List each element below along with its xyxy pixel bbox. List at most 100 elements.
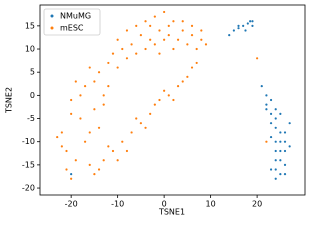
- point: [181, 20, 184, 23]
- point: [269, 98, 273, 102]
- point: [111, 52, 115, 55]
- point: [70, 112, 73, 116]
- point: [116, 66, 119, 69]
- point: [176, 84, 180, 88]
- y-tick-label: 10: [25, 45, 35, 54]
- point: [274, 126, 277, 129]
- point: [186, 43, 189, 46]
- point: [269, 122, 273, 125]
- point: [107, 145, 110, 148]
- legend-marker: [50, 26, 54, 30]
- point: [283, 140, 287, 143]
- point: [274, 108, 277, 111]
- point: [283, 163, 287, 166]
- x-tick-label: -10: [111, 200, 124, 209]
- point: [60, 145, 63, 148]
- point: [153, 103, 156, 106]
- point: [139, 122, 142, 125]
- y-tick-label: -10: [22, 137, 35, 146]
- point: [121, 140, 124, 143]
- point: [60, 131, 63, 134]
- point: [97, 168, 101, 171]
- point: [251, 24, 254, 27]
- point: [269, 112, 273, 116]
- point: [74, 80, 77, 83]
- point: [283, 173, 287, 176]
- point: [279, 149, 282, 153]
- point: [274, 168, 277, 171]
- point: [232, 29, 235, 32]
- point: [163, 89, 166, 92]
- point: [237, 27, 240, 30]
- point: [149, 24, 152, 27]
- point: [83, 84, 87, 88]
- point: [116, 159, 119, 162]
- point: [130, 131, 133, 134]
- point: [163, 10, 166, 14]
- point: [204, 43, 208, 46]
- point: [135, 24, 138, 27]
- point: [116, 38, 119, 41]
- point: [158, 98, 161, 102]
- point: [186, 75, 189, 78]
- point: [158, 52, 161, 55]
- point: [83, 140, 87, 143]
- point: [70, 173, 73, 176]
- point: [246, 22, 249, 25]
- chart: TSNE1 TSNE2 -20 -10 0 10 20 -20 -15 -10 -5 0 5 10 15…: [5, 4, 306, 217]
- point: [163, 38, 166, 41]
- point: [190, 66, 194, 69]
- point: [172, 98, 175, 102]
- point: [88, 163, 91, 166]
- point: [172, 47, 175, 51]
- point: [251, 20, 254, 23]
- point: [265, 94, 268, 97]
- point: [125, 29, 129, 32]
- point: [269, 168, 273, 171]
- point: [149, 112, 152, 116]
- point: [256, 57, 259, 60]
- point: [274, 159, 277, 162]
- point: [167, 34, 170, 37]
- point: [135, 52, 138, 55]
- point: [70, 98, 73, 102]
- point: [93, 80, 96, 83]
- point: [228, 34, 231, 37]
- point: [65, 168, 68, 171]
- point: [274, 149, 277, 153]
- point: [190, 34, 194, 37]
- x-axis-label: TSNE1: [158, 208, 185, 217]
- point: [288, 122, 291, 125]
- y-tick-label: -5: [27, 114, 35, 123]
- point: [135, 117, 138, 120]
- point: [102, 94, 105, 97]
- point: [200, 38, 203, 41]
- point: [249, 20, 252, 23]
- x-tick-label: 20: [252, 200, 262, 209]
- point: [265, 103, 268, 106]
- point: [181, 80, 184, 83]
- legend-marker: [50, 14, 54, 18]
- point: [195, 47, 198, 51]
- point: [144, 20, 147, 23]
- legend-label: NMuMG: [60, 12, 91, 21]
- point: [167, 24, 170, 27]
- plot-frame: [39, 4, 306, 196]
- point: [144, 126, 147, 129]
- point: [158, 29, 161, 32]
- point: [279, 173, 282, 176]
- y-tick-label: 5: [30, 68, 35, 77]
- x-tick-label: -20: [65, 200, 78, 209]
- y-tick-label: 0: [30, 91, 35, 100]
- point: [176, 38, 180, 41]
- point: [153, 43, 156, 46]
- point: [149, 38, 152, 41]
- point: [70, 177, 73, 180]
- point: [167, 94, 170, 97]
- point: [274, 140, 277, 143]
- point: [237, 24, 240, 27]
- point: [107, 61, 110, 65]
- point: [265, 140, 268, 143]
- point: [74, 159, 77, 162]
- legend-label: mESC: [60, 24, 84, 33]
